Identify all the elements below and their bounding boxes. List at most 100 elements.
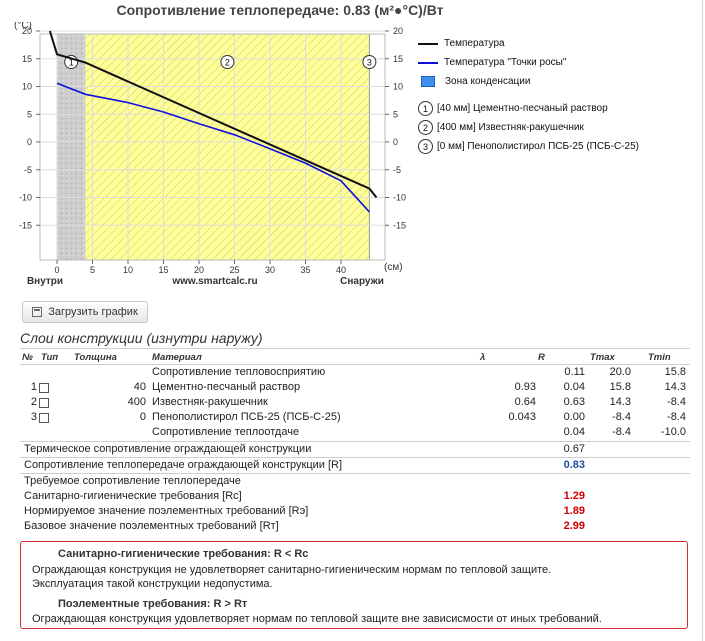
header-lambda: λ xyxy=(480,352,486,363)
header-type: Тип xyxy=(41,352,59,363)
y-tick-label-right: 10 xyxy=(393,82,403,92)
x-axis: 0 5 10 15 20 25 30 35 40 xyxy=(54,260,346,275)
row-1-thickness: 40 xyxy=(133,381,146,393)
legend-condensation: Зона конденсации xyxy=(418,72,639,91)
x-tick-label: 15 xyxy=(158,265,168,275)
row-1-lambda: 0.93 xyxy=(514,381,536,393)
y-tick-label-right: 15 xyxy=(393,54,403,64)
x-tick-label: 10 xyxy=(123,265,133,275)
x-tick-label: 30 xyxy=(265,265,275,275)
row-1-tmin: 14.3 xyxy=(664,381,686,393)
alert-sanitary-text-2: Эксплуатация такой конструкции недопусти… xyxy=(32,578,273,590)
y-tick-label: 0 xyxy=(27,137,32,147)
header-no: № xyxy=(22,352,33,363)
resist-out-tmax: -8.4 xyxy=(612,426,631,438)
row-1-material: Цементно-песчаный раствор xyxy=(152,381,301,393)
y-tick-label-right: -5 xyxy=(393,165,401,175)
separator xyxy=(20,457,690,458)
row-3-r: 0.00 xyxy=(563,411,585,423)
layers-section-title: Слои конструкции (изнутри наружу) xyxy=(20,330,263,346)
requirement-base-value: 2.99 xyxy=(563,520,585,532)
layer-number-2: 2 xyxy=(418,120,433,135)
header-tmax: Tmax xyxy=(590,352,615,363)
row-2-material: Известняк-ракушечник xyxy=(152,396,268,408)
resist-out-r: 0.04 xyxy=(563,426,585,438)
y-tick-label-right: 0 xyxy=(393,137,398,147)
resist-in-r: 0.11 xyxy=(564,366,585,378)
resist-in-tmax: 20.0 xyxy=(609,366,631,378)
dew-point-line xyxy=(56,82,370,213)
requirement-sanitary-value: 1.29 xyxy=(563,490,585,502)
row-3-type-checkbox[interactable] xyxy=(39,413,49,423)
layer-legend-3-text: [0 мм] Пенополистирол ПСБ-25 (ПСБ-С-25) xyxy=(437,141,639,152)
row-3-lambda: 0.043 xyxy=(508,411,536,423)
row-2-type-checkbox[interactable] xyxy=(39,398,49,408)
download-chart-button[interactable]: Загрузить график xyxy=(22,301,148,323)
transfer-resistance-value: 0.83 xyxy=(563,459,585,471)
separator xyxy=(20,348,690,349)
y-tick-label: 10 xyxy=(22,82,32,92)
layer-number-1: 1 xyxy=(418,101,433,116)
layer-marker-label-1: 1 xyxy=(69,58,74,68)
row-3-tmin: -8.4 xyxy=(667,411,686,423)
requirement-normalized-label: Нормируемое значение поэлементных требов… xyxy=(24,505,309,517)
y-tick-label-right: 20 xyxy=(393,26,403,36)
layer-number-3: 3 xyxy=(418,139,433,154)
y-tick-label: 5 xyxy=(27,109,32,119)
chart-legend: Температура Температура "Точки росы" Зон… xyxy=(418,34,639,156)
site-label: www.smartcalc.ru xyxy=(171,276,257,287)
x-tick-label: 20 xyxy=(194,265,204,275)
separator xyxy=(20,364,690,365)
requirement-normalized-value: 1.89 xyxy=(563,505,585,517)
layer-markers: 1 2 3 xyxy=(64,55,377,69)
legend-temperature-label: Температура xyxy=(444,38,505,49)
layer-marker-label-2: 2 xyxy=(225,58,230,68)
page-frame-border xyxy=(702,0,703,641)
x-tick-label: 35 xyxy=(300,265,310,275)
resist-out-tmin: -10.0 xyxy=(660,426,686,438)
requirement-base-label: Базовое значение поэлементных требований… xyxy=(24,520,279,532)
plot-area-border xyxy=(39,33,386,261)
row-1-tmax: 15.8 xyxy=(609,381,631,393)
legend-dew-point-label: Температура "Точки росы" xyxy=(444,57,567,68)
y-axis-right: 20 15 10 5 0 -5 -10 -15 xyxy=(385,26,406,230)
row-2-r: 0.63 xyxy=(563,396,585,408)
y-tick-label: -10 xyxy=(19,193,32,203)
row-2-no: 2 xyxy=(30,396,37,408)
layer-legend-2-text: [400 мм] Известняк-ракушечник xyxy=(437,122,584,133)
row-1-no: 1 xyxy=(30,381,37,393)
requirements-alert xyxy=(20,541,688,629)
header-material: Материал xyxy=(152,352,202,363)
x-tick-label: 0 xyxy=(54,265,59,275)
temperature-chart: 20 15 10 5 0 -5 -10 -15 20 15 10 5 0 -5 -10 -15 0 5 10 15… xyxy=(14,22,406,287)
layer-2-zone xyxy=(85,34,370,260)
layer-marker-label-3: 3 xyxy=(367,58,372,68)
row-1-r: 0.04 xyxy=(563,381,585,393)
layer-legend-1: 1 [40 мм] Цементно-песчаный раствор xyxy=(418,99,639,118)
resist-out-label: Сопротивление теплоотдаче xyxy=(152,426,300,438)
header-thickness: Толщина xyxy=(74,352,117,363)
legend-dew-point: Температура "Точки росы" xyxy=(418,53,639,72)
row-2-thickness: 400 xyxy=(127,396,146,408)
x-tick-label: 40 xyxy=(336,265,346,275)
layer-legend-2: 2 [400 мм] Известняк-ракушечник xyxy=(418,118,639,137)
row-1-type-checkbox[interactable] xyxy=(39,383,49,393)
layer-marker-2 xyxy=(220,55,235,69)
x-tick-label: 5 xyxy=(90,265,95,275)
x-tick-label: 25 xyxy=(229,265,239,275)
alert-sanitary-title: Санитарно-гигиенические требования: R < … xyxy=(58,548,309,560)
thermal-resistance-label: Термическое сопротивление ограждающей ко… xyxy=(24,443,312,455)
thermal-resistance-value: 0.67 xyxy=(563,443,585,455)
y-axis-unit: (°C) xyxy=(14,22,32,31)
temperature-line xyxy=(48,30,378,199)
y-tick-label: 20 xyxy=(22,26,32,36)
resist-in-tmin: 15.8 xyxy=(664,366,686,378)
alert-element-title: Поэлементные требования: R > Rт xyxy=(58,598,248,610)
legend-condensation-label: Зона конденсации xyxy=(445,76,531,87)
download-button-label: Загрузить график xyxy=(48,306,138,318)
transfer-resistance-label: Сопротивление теплопередаче ограждающей … xyxy=(24,459,343,471)
y-axis-left: 20 15 10 5 0 -5 -10 -15 xyxy=(19,26,40,230)
row-2-tmax: 14.3 xyxy=(609,396,631,408)
separator xyxy=(20,473,690,474)
download-icon xyxy=(32,307,43,317)
